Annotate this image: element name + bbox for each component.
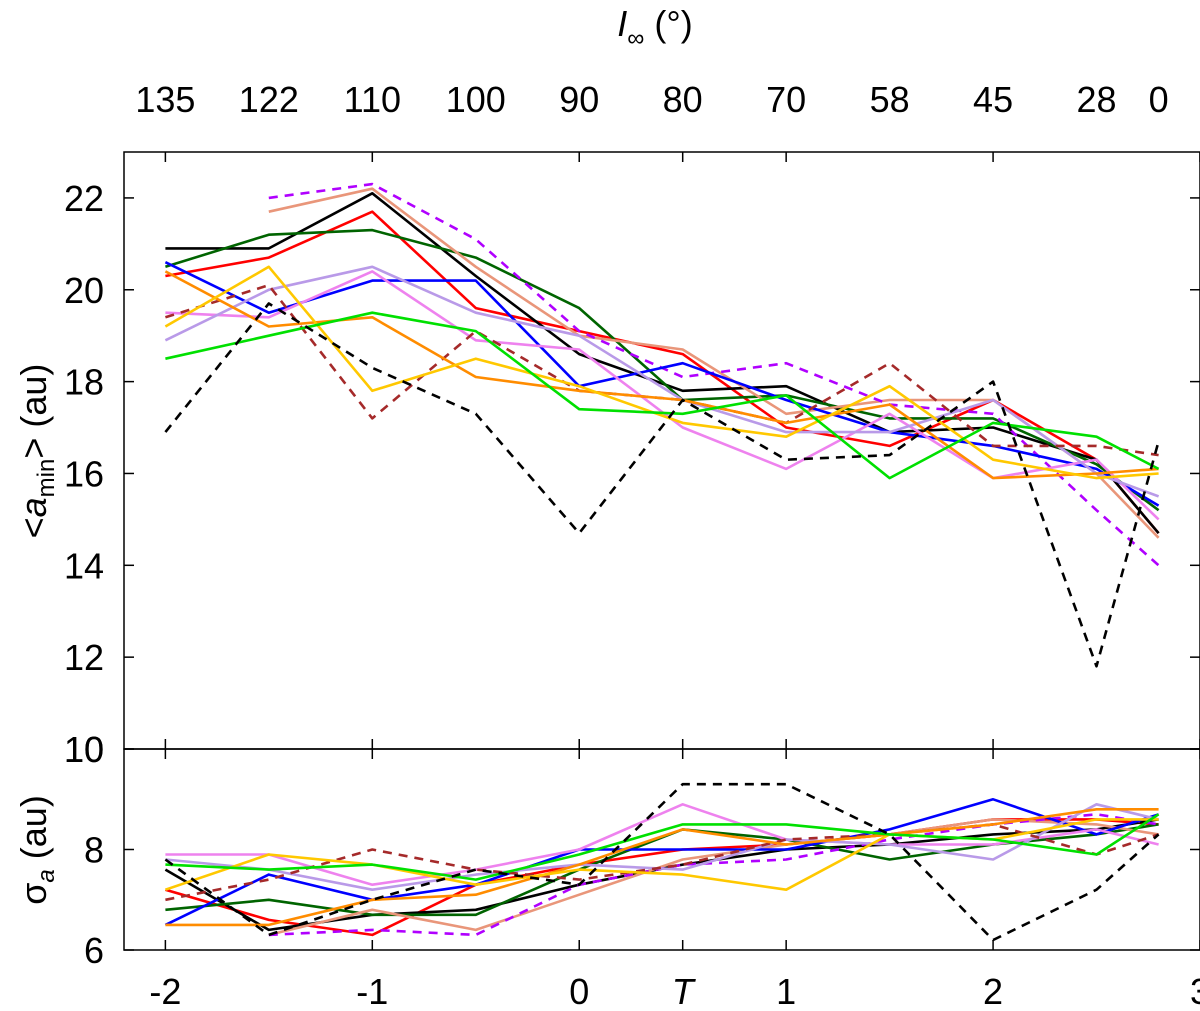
- top-axis-title-symbol: I: [617, 3, 627, 44]
- bottom-y-axis-title: σa (au): [13, 795, 60, 905]
- top-xtick-label: 100: [446, 79, 506, 120]
- xtick-label: -2: [149, 971, 181, 1011]
- top-y-axis-title: <amin> (au): [13, 364, 60, 539]
- top-xtick-label: 0: [1149, 79, 1169, 120]
- bottom-series-gold: [164, 818, 1159, 891]
- top-ytick-label: 22: [64, 178, 104, 219]
- top-y-axis-title-open: <: [13, 517, 54, 538]
- top-series-darkgreen: [165, 228, 1160, 512]
- bottom-ytick-label: 10: [64, 729, 104, 770]
- top-y-axis-title-close: > (au): [13, 364, 54, 459]
- top-series-blue: [164, 261, 1160, 507]
- top-y-axis-title-sub: min: [33, 459, 60, 498]
- xtick-label: 1: [776, 971, 796, 1011]
- bottom-series-salmon: [268, 818, 1159, 937]
- bottom-series-lavender: [165, 803, 1159, 891]
- bottom-y-axis-title-sub: a: [33, 869, 60, 882]
- top-xtick-label: 70: [766, 79, 806, 120]
- xtick-label: -1: [356, 971, 388, 1011]
- top-series-brown-dashed: [165, 283, 1159, 457]
- top-xtick-label: 45: [973, 79, 1013, 120]
- top-series-violet: [165, 270, 1160, 521]
- top-xtick-label: 135: [135, 79, 195, 120]
- bottom-panel: 6 8 10: [64, 729, 1200, 971]
- top-series-green: [165, 311, 1160, 480]
- bottom-series-green: [165, 813, 1160, 881]
- top-series-purple-dashed: [268, 182, 1160, 567]
- bottom-y-axis-title-unit: (au): [13, 795, 54, 869]
- xtick-label: 2: [983, 971, 1003, 1011]
- top-series-red: [165, 210, 1160, 535]
- top-ytick-label: 16: [64, 453, 104, 494]
- bottom-series-violet: [165, 803, 1159, 886]
- top-series-black: [165, 192, 1160, 535]
- xtick-label: T: [672, 971, 697, 1011]
- top-xtick-label: 90: [559, 79, 599, 120]
- bottom-series-orange: [165, 808, 1159, 927]
- bottom-series-blue: [164, 798, 1160, 927]
- top-ytick-label: 14: [64, 545, 104, 586]
- top-axis-tick-labels: 135 122 110 100 90 80 70 58 45 28 0: [135, 79, 1168, 120]
- top-xtick-label: 110: [344, 79, 401, 120]
- top-ytick-label: 10: [64, 729, 104, 770]
- top-xtick-label: 58: [870, 79, 910, 120]
- bottom-y-axis-title-symbol: σ: [13, 883, 54, 905]
- top-ytick-label: 12: [64, 637, 104, 678]
- top-series-black-dashed: [164, 302, 1160, 668]
- top-ytick-label: 20: [64, 270, 104, 311]
- bottom-ytick-label: 6: [84, 930, 104, 971]
- top-panel: 10 12 14 16 18 20 22: [64, 151, 1200, 770]
- xtick-label: 0: [569, 971, 589, 1011]
- top-axis-title: I∞ (°): [617, 3, 693, 52]
- top-series-gold: [164, 265, 1159, 480]
- top-xtick-label: 122: [239, 79, 299, 120]
- top-ytick-label: 18: [64, 362, 104, 403]
- top-panel-frame: [123, 151, 1200, 750]
- xtick-label: 3: [1190, 971, 1200, 1011]
- top-xtick-label: 80: [663, 79, 703, 120]
- top-xtick-label: 28: [1077, 79, 1117, 120]
- top-axis-title-subscript: ∞: [627, 25, 644, 52]
- top-axis-title-unit: (°): [654, 3, 692, 44]
- bottom-ytick-label: 8: [84, 830, 104, 871]
- bottom-series-black-dashed: [164, 782, 1160, 942]
- bottom-series-brown-dashed: [165, 823, 1160, 902]
- x-axis-tick-labels: -2 -1 0 T 1 2 3: [149, 971, 1200, 1011]
- top-y-axis-title-var: a: [13, 497, 54, 517]
